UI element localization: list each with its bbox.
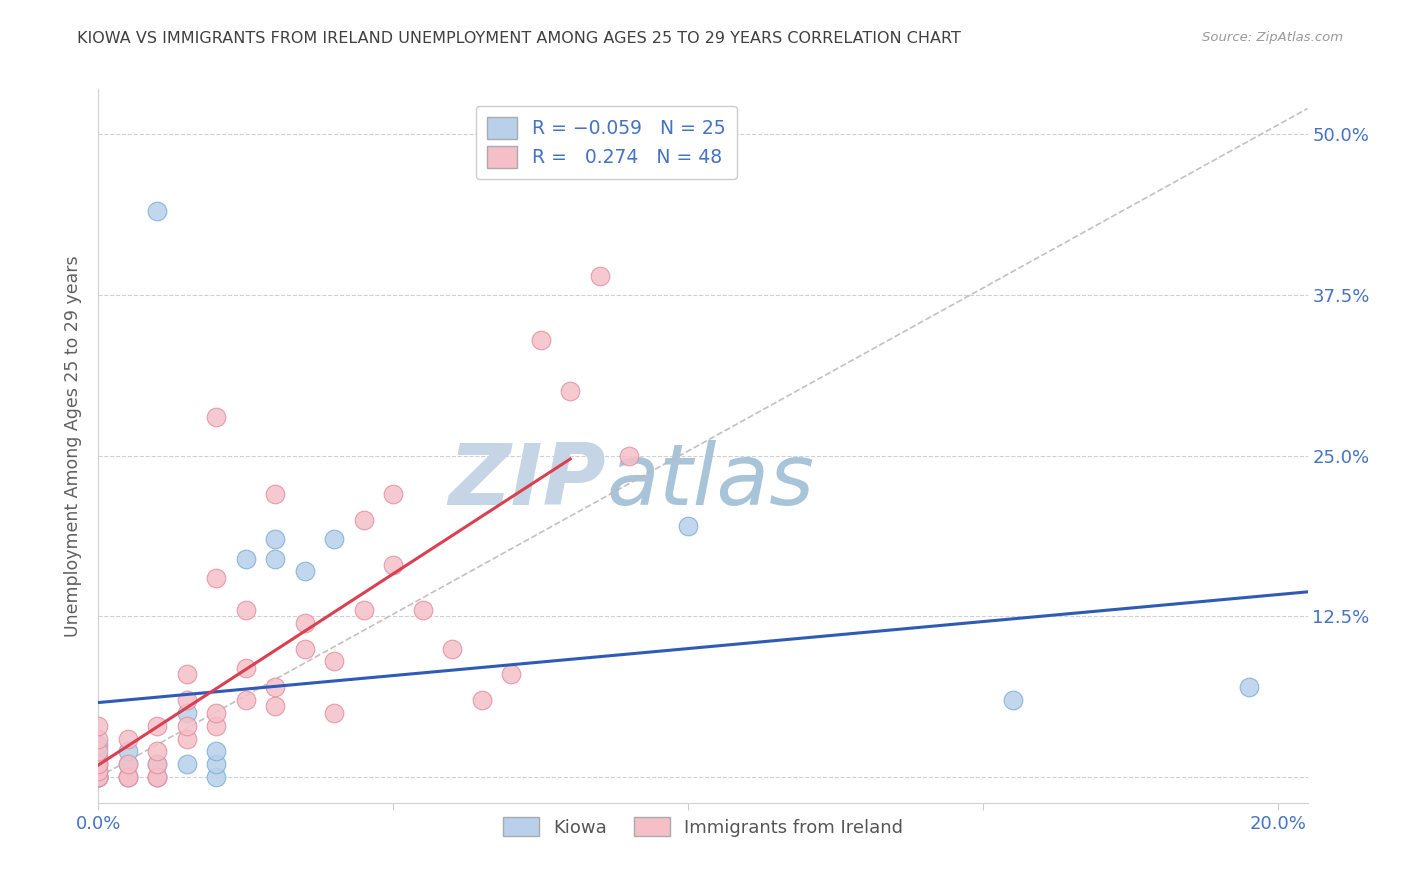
Point (176, 757, 198, 772)
Point (264, 699, 287, 714)
Point (117, 757, 139, 772)
Point (146, 770, 169, 784)
Point (146, 770, 169, 784)
Point (1001, 693, 1024, 707)
Point (205, 571, 228, 585)
Point (117, 744, 139, 758)
Point (323, 706, 346, 720)
Point (294, 615, 316, 630)
Point (87, 738, 110, 752)
Point (117, 757, 139, 772)
Point (205, 770, 228, 784)
Point (589, 268, 612, 283)
Point (235, 661, 257, 675)
Point (501, 667, 523, 681)
Point (235, 693, 257, 707)
Point (264, 680, 287, 694)
Point (87, 764, 110, 778)
Point (87, 731, 110, 746)
Point (117, 770, 139, 784)
Point (87, 751, 110, 765)
Point (235, 551, 257, 566)
Point (323, 533, 346, 547)
Point (146, 719, 169, 733)
Text: atlas: atlas (606, 440, 814, 524)
Point (146, 744, 169, 758)
Point (205, 744, 228, 758)
Text: ZIP: ZIP (449, 440, 606, 524)
Point (382, 487, 405, 501)
Point (87, 744, 110, 758)
Point (117, 731, 139, 746)
Point (146, 204, 169, 219)
Text: KIOWA VS IMMIGRANTS FROM IRELAND UNEMPLOYMENT AMONG AGES 25 TO 29 YEARS CORRELAT: KIOWA VS IMMIGRANTS FROM IRELAND UNEMPLO… (77, 31, 962, 46)
Point (146, 770, 169, 784)
Legend: Kiowa, Immigrants from Ireland: Kiowa, Immigrants from Ireland (495, 810, 911, 844)
Point (560, 384, 582, 399)
Point (412, 603, 434, 617)
Text: Source: ZipAtlas.com: Source: ZipAtlas.com (1202, 31, 1343, 45)
Point (87, 770, 110, 784)
Point (264, 533, 287, 547)
Point (176, 693, 198, 707)
Point (471, 693, 494, 707)
Point (264, 487, 287, 501)
Point (205, 719, 228, 733)
Point (87, 764, 110, 778)
Point (264, 551, 287, 566)
Point (117, 770, 139, 784)
Point (1237, 680, 1260, 694)
Point (235, 603, 257, 617)
Point (323, 654, 346, 668)
Point (146, 757, 169, 772)
Point (530, 333, 553, 347)
Point (87, 770, 110, 784)
Point (678, 519, 700, 533)
Point (294, 565, 316, 579)
Point (176, 719, 198, 733)
Point (87, 770, 110, 784)
Point (87, 770, 110, 784)
Point (382, 558, 405, 572)
Point (353, 513, 375, 527)
Point (176, 731, 198, 746)
Point (87, 757, 110, 772)
Point (441, 641, 464, 656)
Point (87, 719, 110, 733)
Point (294, 641, 316, 656)
Point (176, 667, 198, 681)
Point (87, 757, 110, 772)
Y-axis label: Unemployment Among Ages 25 to 29 years: Unemployment Among Ages 25 to 29 years (63, 255, 82, 637)
Point (205, 757, 228, 772)
Point (176, 706, 198, 720)
Point (87, 770, 110, 784)
Point (205, 410, 228, 425)
Point (205, 706, 228, 720)
Point (87, 770, 110, 784)
Point (117, 770, 139, 784)
Point (146, 757, 169, 772)
Point (619, 449, 641, 463)
Point (353, 603, 375, 617)
